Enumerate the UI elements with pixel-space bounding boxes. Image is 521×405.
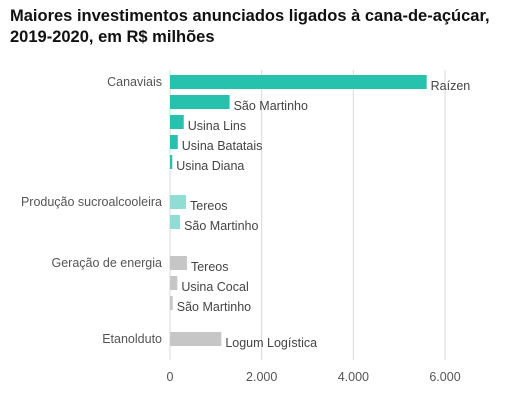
bar bbox=[170, 296, 173, 310]
bar-label: Logum Logística bbox=[225, 336, 317, 350]
bar-label: Tereos bbox=[191, 260, 229, 274]
x-tick-label: 0 bbox=[167, 370, 174, 384]
bar bbox=[170, 155, 173, 169]
bar bbox=[170, 256, 187, 270]
bar bbox=[170, 135, 178, 149]
bar-label: Usina Diana bbox=[176, 159, 244, 173]
bar bbox=[170, 215, 181, 229]
x-tick-label: 6.000 bbox=[429, 370, 460, 384]
category-label: Geração de energia bbox=[52, 256, 163, 270]
category-label: Canaviais bbox=[107, 75, 162, 89]
bar bbox=[170, 115, 184, 129]
bar-label: Tereos bbox=[190, 199, 228, 213]
bar-label: Usina Cocal bbox=[181, 280, 248, 294]
chart-title: Maiores investimentos anunciados ligados… bbox=[10, 7, 490, 46]
bar bbox=[170, 75, 427, 89]
bar-label: São Martinho bbox=[234, 99, 308, 113]
category-label: Etanolduto bbox=[102, 332, 162, 346]
bar bbox=[170, 95, 230, 109]
bar-label: São Martinho bbox=[177, 300, 251, 314]
category-label: Produção sucroalcooleira bbox=[21, 195, 162, 209]
bar-label: Raízen bbox=[431, 79, 471, 93]
x-tick-label: 2.000 bbox=[246, 370, 277, 384]
bar-label: Usina Lins bbox=[188, 119, 246, 133]
bar-label: Usina Batatais bbox=[182, 139, 263, 153]
bar bbox=[170, 195, 187, 209]
x-tick-label: 4.000 bbox=[338, 370, 369, 384]
bar bbox=[170, 332, 222, 346]
bar-label: São Martinho bbox=[184, 219, 258, 233]
bar bbox=[170, 276, 178, 290]
